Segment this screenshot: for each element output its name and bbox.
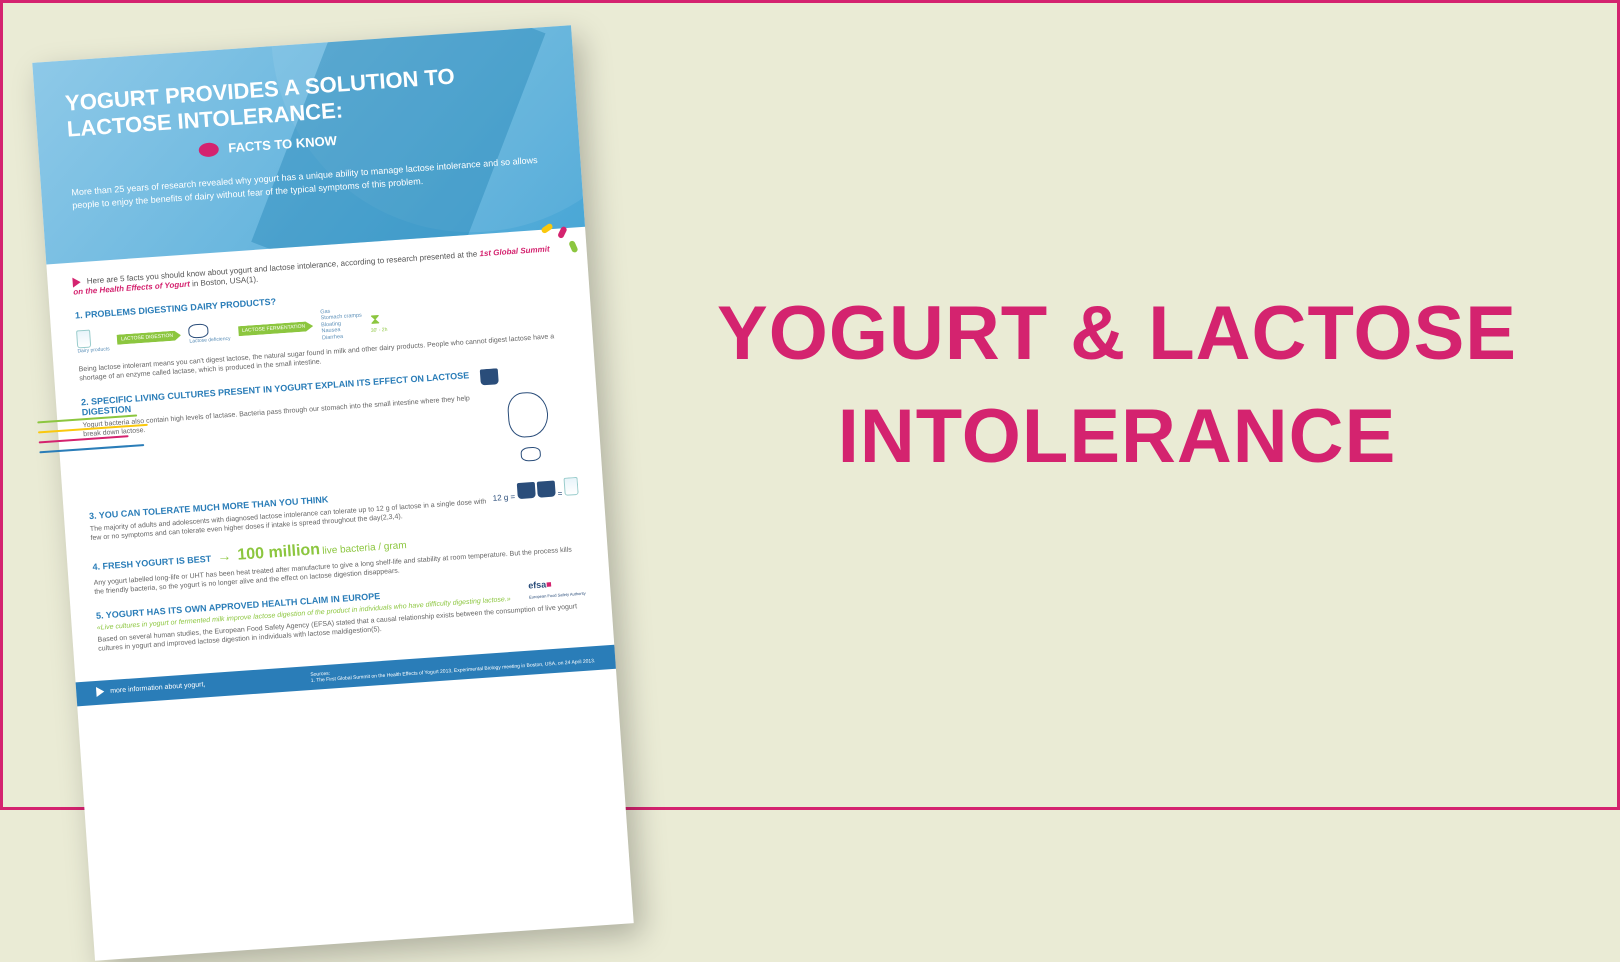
arrow-icon xyxy=(72,277,81,288)
yogurt-cup-icon xyxy=(480,368,499,385)
speech-bubble-icon xyxy=(198,142,219,157)
glass-icon xyxy=(563,477,578,496)
stomach-icon xyxy=(506,391,549,439)
title-line-1: YOGURT & LACTOSE xyxy=(717,291,1517,376)
arrow-label-1: LACTOSE DIGESTION xyxy=(117,330,182,344)
symptoms-list: Gas Stomach cramps Bloating Nausea Diarr… xyxy=(320,306,363,342)
cup-icon-1 xyxy=(516,482,535,499)
sources: Sources: 1. The First Global Summit on t… xyxy=(310,652,595,684)
infographic-poster: YOGURT PROVIDES A SOLUTION TO LACTOSE IN… xyxy=(32,25,633,960)
intestine-icon xyxy=(188,323,209,338)
hourglass-icon: ⧗ xyxy=(370,309,388,327)
title-line-2: INTOLERANCE xyxy=(838,394,1397,479)
intestine-icon-2 xyxy=(520,446,541,461)
milk-glass-icon xyxy=(76,330,91,349)
fact-1: 1. PROBLEMS DIGESTING DAIRY PRODUCTS? Da… xyxy=(75,276,569,383)
efsa-logo: efsa■ European Food Safety Authority xyxy=(528,577,586,601)
arrow-icon xyxy=(96,687,105,698)
poster-intro: More than 25 years of research revealed … xyxy=(71,153,552,212)
poster-header: YOGURT PROVIDES A SOLUTION TO LACTOSE IN… xyxy=(32,25,585,264)
digestion-diagram xyxy=(480,363,577,469)
cup-icon-2 xyxy=(537,480,556,497)
bacteria-count: 100 million xyxy=(237,541,321,564)
arrow-label-2: LACTOSE FERMENTATION xyxy=(238,321,314,336)
decorative-lines xyxy=(37,405,162,493)
main-title: YOGURT & LACTOSE INTOLERANCE xyxy=(717,283,1517,488)
arrow-icon: → xyxy=(217,547,232,564)
